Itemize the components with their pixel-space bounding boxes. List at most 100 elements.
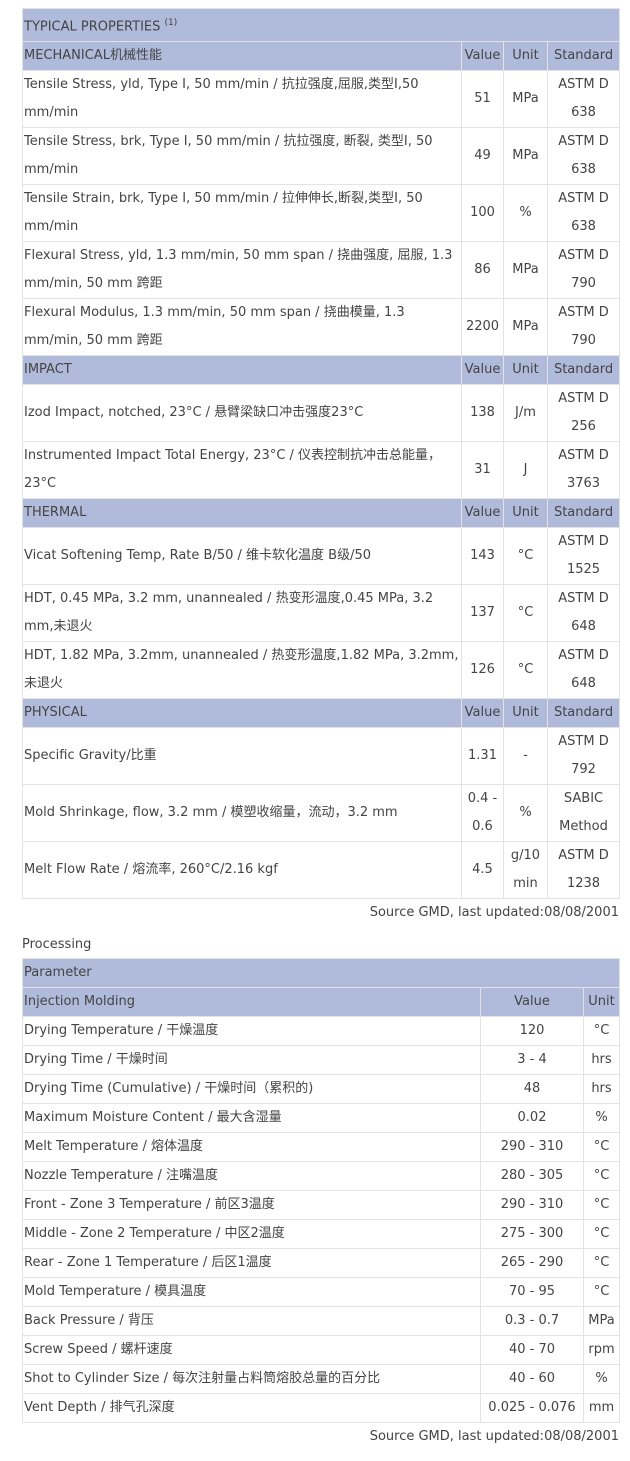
property-cell: Izod Impact, notched, 23°C / 悬臂梁缺口冲击强度23… bbox=[22, 384, 462, 443]
col-standard: Standard bbox=[546, 41, 621, 72]
section-header-row: MECHANICAL机械性能 Value Unit Standard bbox=[22, 41, 621, 72]
parameter-cell: Maximum Moisture Content / 最大含湿量 bbox=[22, 1103, 481, 1134]
unit-cell: g/10 min bbox=[503, 841, 548, 900]
table-row: Flexural Stress, yld, 1.3 mm/min, 50 mm … bbox=[22, 241, 621, 300]
property-cell: Flexural Modulus, 1.3 mm/min, 50 mm span… bbox=[22, 298, 462, 357]
table-row: Tensile Stress, yld, Type I, 50 mm/min /… bbox=[22, 70, 621, 129]
col-unit: Unit bbox=[583, 987, 620, 1018]
col-value: Value bbox=[461, 41, 504, 72]
table-row: HDT, 0.45 MPa, 3.2 mm, unannealed / 热变形温… bbox=[22, 584, 621, 643]
standard-cell: ASTM D 256 bbox=[546, 384, 621, 443]
col-standard: Standard bbox=[546, 498, 621, 529]
property-cell: Tensile Stress, yld, Type I, 50 mm/min /… bbox=[22, 70, 462, 129]
property-cell: Tensile Stress, brk, Type I, 50 mm/min /… bbox=[22, 127, 462, 186]
unit-cell: % bbox=[503, 784, 548, 843]
value-cell: 290 - 310 bbox=[480, 1132, 584, 1163]
col-unit: Unit bbox=[503, 41, 548, 72]
section-name: MECHANICAL机械性能 bbox=[22, 41, 462, 72]
unit-cell: % bbox=[583, 1364, 620, 1395]
value-cell: 138 bbox=[461, 384, 504, 443]
unit-cell: MPa bbox=[503, 241, 548, 300]
value-cell: 86 bbox=[461, 241, 504, 300]
col-unit: Unit bbox=[503, 498, 548, 529]
unit-cell: °C bbox=[583, 1190, 620, 1221]
parameter-cell: Shot to Cylinder Size / 每次注射量占料筒熔胶总量的百分比 bbox=[22, 1364, 481, 1395]
unit-cell: hrs bbox=[583, 1045, 620, 1076]
section-name: THERMAL bbox=[22, 498, 462, 529]
unit-cell: MPa bbox=[583, 1306, 620, 1337]
unit-cell: hrs bbox=[583, 1074, 620, 1105]
table-row: Rear - Zone 1 Temperature / 后区1温度 265 - 2… bbox=[22, 1248, 620, 1279]
table-row: Back Pressure / 背压 0.3 - 0.7 MPa bbox=[22, 1306, 620, 1337]
col-value: Value bbox=[461, 498, 504, 529]
value-cell: 100 bbox=[461, 184, 504, 243]
value-cell: 70 - 95 bbox=[480, 1277, 584, 1308]
table-row: Front - Zone 3 Temperature / 前区3温度 290 - … bbox=[22, 1190, 620, 1221]
standard-cell: ASTM D 648 bbox=[546, 641, 621, 700]
unit-cell: °C bbox=[503, 527, 548, 586]
table-row: Drying Time / 干燥时间 3 - 4 hrs bbox=[22, 1045, 620, 1076]
section-header-row: IMPACT Value Unit Standard bbox=[22, 355, 621, 386]
table-row: Middle - Zone 2 Temperature / 中区2温度 275 -… bbox=[22, 1219, 620, 1250]
parameter-cell: Middle - Zone 2 Temperature / 中区2温度 bbox=[22, 1219, 481, 1250]
typical-properties-table: TYPICAL PROPERTIES (1) MECHANICAL机械性能 Val… bbox=[21, 7, 621, 900]
unit-cell: MPa bbox=[503, 127, 548, 186]
value-cell: 120 bbox=[480, 1016, 584, 1047]
col-unit: Unit bbox=[503, 355, 548, 386]
property-cell: Flexural Stress, yld, 1.3 mm/min, 50 mm … bbox=[22, 241, 462, 300]
value-cell: 143 bbox=[461, 527, 504, 586]
section-name: IMPACT bbox=[22, 355, 462, 386]
parameter-cell: Drying Temperature / 干燥温度 bbox=[22, 1016, 481, 1047]
value-cell: 40 - 60 bbox=[480, 1364, 584, 1395]
unit-cell: °C bbox=[503, 584, 548, 643]
table-row: Mold Shrinkage, flow, 3.2 mm / 模塑收缩量，流动，… bbox=[22, 784, 621, 843]
property-cell: Specific Gravity/比重 bbox=[22, 727, 462, 786]
standard-cell: ASTM D 3763 bbox=[546, 441, 621, 500]
table-row: Screw Speed / 螺杆速度 40 - 70 rpm bbox=[22, 1335, 620, 1366]
table-row: Drying Time (Cumulative) / 干燥时间（累积的) 48 hr… bbox=[22, 1074, 620, 1105]
property-cell: HDT, 0.45 MPa, 3.2 mm, unannealed / 热变形温… bbox=[22, 584, 462, 643]
value-cell: 51 bbox=[461, 70, 504, 129]
col-unit: Unit bbox=[503, 698, 548, 729]
processing-table: Parameter Injection Molding Value Unit Dry… bbox=[22, 958, 620, 1424]
table-row: Vicat Softening Temp, Rate B/50 / 维卡软化温度… bbox=[22, 527, 621, 586]
standard-cell: ASTM D 790 bbox=[546, 298, 621, 357]
col-value: Value bbox=[461, 355, 504, 386]
parameter-cell: Screw Speed / 螺杆速度 bbox=[22, 1335, 481, 1366]
value-cell: 40 - 70 bbox=[480, 1335, 584, 1366]
table-row: Mold Temperature / 模具温度 70 - 95 °C bbox=[22, 1277, 620, 1308]
unit-cell: °C bbox=[583, 1219, 620, 1250]
table-row: Nozzle Temperature / 注嘴温度 280 - 305 °C bbox=[22, 1161, 620, 1192]
unit-cell: rpm bbox=[583, 1335, 620, 1366]
section-header: Injection Molding bbox=[22, 987, 481, 1018]
col-value: Value bbox=[461, 698, 504, 729]
parameter-cell: Drying Time (Cumulative) / 干燥时间（累积的) bbox=[22, 1074, 481, 1105]
value-cell: 0.4 - 0.6 bbox=[461, 784, 504, 843]
parameter-header: Parameter bbox=[22, 958, 620, 989]
value-cell: 48 bbox=[480, 1074, 584, 1105]
table-row: Shot to Cylinder Size / 每次注射量占料筒熔胶总量的百分比… bbox=[22, 1364, 620, 1395]
value-cell: 49 bbox=[461, 127, 504, 186]
section-header-row: PHYSICAL Value Unit Standard bbox=[22, 698, 621, 729]
table-title: TYPICAL PROPERTIES (1) bbox=[21, 7, 621, 43]
section-name: PHYSICAL bbox=[22, 698, 462, 729]
table-row: Drying Temperature / 干燥温度 120 °C bbox=[22, 1016, 620, 1047]
parameter-cell: Drying Time / 干燥时间 bbox=[22, 1045, 481, 1076]
table-row: Specific Gravity/比重 1.31- ASTM D 792 bbox=[22, 727, 621, 786]
source-note: Source GMD, last updated:08/08/2001 bbox=[369, 905, 619, 921]
standard-cell: ASTM D 790 bbox=[546, 241, 621, 300]
value-cell: 275 - 300 bbox=[480, 1219, 584, 1250]
value-cell: 137 bbox=[461, 584, 504, 643]
table-row: Flexural Modulus, 1.3 mm/min, 50 mm span… bbox=[22, 298, 621, 357]
unit-cell: °C bbox=[583, 1132, 620, 1163]
table-row: Melt Temperature / 熔体温度 290 - 310 °C bbox=[22, 1132, 620, 1163]
standard-cell: ASTM D 1525 bbox=[546, 527, 621, 586]
value-cell: 265 - 290 bbox=[480, 1248, 584, 1279]
unit-cell: °C bbox=[583, 1277, 620, 1308]
unit-cell: °C bbox=[583, 1161, 620, 1192]
standard-cell: SABIC Method bbox=[546, 784, 621, 843]
property-cell: Melt Flow Rate / 熔流率, 260°C/2.16 kgf bbox=[22, 841, 462, 900]
parameter-cell: Mold Temperature / 模具温度 bbox=[22, 1277, 481, 1308]
parameter-cell: Melt Temperature / 熔体温度 bbox=[22, 1132, 481, 1163]
table-row: Melt Flow Rate / 熔流率, 260°C/2.16 kgf 4.5 g… bbox=[22, 841, 621, 900]
